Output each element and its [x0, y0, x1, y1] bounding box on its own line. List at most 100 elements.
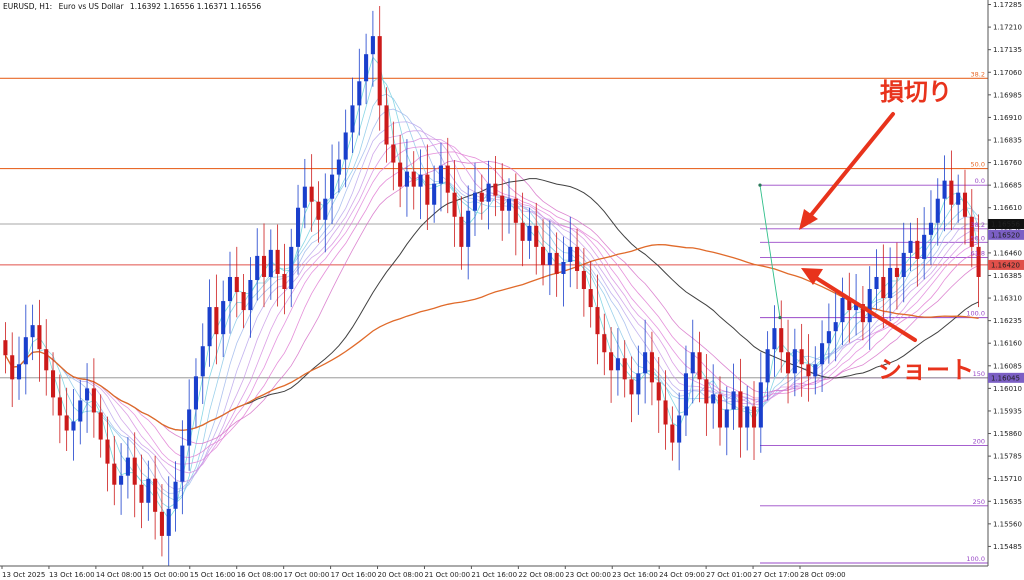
candle-body: [956, 192, 961, 205]
horizontal-levels: [0, 77, 988, 564]
candle-body: [595, 307, 600, 335]
candle-body: [758, 382, 763, 428]
ribbon-ma-line: [5, 151, 979, 458]
short-annotation: ショート: [801, 268, 974, 384]
candle-body: [820, 343, 825, 365]
ribbon-ma-line: [5, 108, 979, 494]
candle-body: [350, 105, 355, 133]
candle-body: [799, 349, 804, 365]
candle-body: [343, 132, 348, 160]
candle-body: [649, 352, 654, 383]
candle-body: [98, 412, 103, 440]
stop-loss-annotation: 損切り: [799, 78, 952, 230]
candle-body: [472, 192, 478, 211]
candle-body: [500, 195, 505, 211]
time-tick-label: 13 Oct 16:00: [49, 571, 95, 579]
price-tick-label: 1.17060: [993, 69, 1022, 77]
candle-body: [588, 289, 593, 308]
candle-body: [23, 337, 28, 365]
candle-body: [282, 273, 287, 290]
candle-body: [398, 162, 403, 187]
candle-body: [568, 246, 573, 262]
candle-body: [690, 352, 695, 374]
candle-body: [663, 400, 668, 425]
price-tick-label: 1.16385: [993, 272, 1022, 280]
stop-loss-arrow-shaft: [805, 112, 895, 222]
candle-body: [786, 352, 791, 374]
price-tick-label: 1.15860: [993, 430, 1022, 438]
candle-body: [330, 174, 335, 199]
candle-body: [840, 298, 845, 323]
price-tick-label: 1.16010: [993, 385, 1022, 393]
candle-body: [323, 198, 328, 220]
price-tag-label: 1.16556: [991, 220, 1020, 228]
candle-body: [581, 270, 586, 290]
candle-body: [915, 240, 920, 259]
ribbon-ma-line: [5, 160, 979, 444]
candle-body: [643, 352, 648, 374]
price-tag-label: 1.16520: [991, 231, 1020, 239]
candle-body: [622, 358, 627, 380]
candle-body: [629, 379, 634, 395]
candle-body: [656, 382, 661, 401]
candle-body: [16, 364, 22, 380]
candle-body: [717, 394, 723, 428]
time-tick-label: 27 Oct 01:00: [706, 571, 752, 579]
fibonacci-tool[interactable]: [758, 183, 782, 320]
short-arrow-shaft: [811, 274, 917, 342]
level-label: 150: [973, 370, 985, 378]
candle-body: [91, 388, 96, 413]
candle-body: [302, 186, 307, 208]
ribbon-ma-line: [5, 93, 979, 502]
candle-body: [867, 289, 872, 323]
candle-body: [296, 207, 301, 247]
ma-slow-line: [4, 243, 979, 431]
time-tick-label: 21 Oct 16:00: [471, 571, 517, 579]
candle-body: [112, 463, 117, 485]
candle-body: [683, 373, 688, 416]
candle-body: [261, 255, 267, 277]
candle-body: [214, 307, 219, 335]
price-tag-label: 1.16045: [991, 374, 1020, 382]
ohlc-readout: 1.16392 1.16556 1.16371 1.16556: [130, 2, 261, 11]
candle-body: [860, 304, 865, 323]
candle-body: [493, 183, 498, 196]
price-tag: [988, 229, 1024, 240]
time-tick-label: 16 Oct 08:00: [237, 571, 283, 579]
time-tick-label: 17 Oct 00:00: [284, 571, 330, 579]
short-arrow-head: [801, 268, 823, 285]
candle-body: [438, 165, 443, 184]
candle-body: [452, 192, 457, 217]
time-tick-label: 22 Oct 08:00: [518, 571, 564, 579]
candle-body: [847, 298, 852, 311]
price-tick-label: 1.16835: [993, 136, 1022, 144]
candle-body: [255, 255, 260, 280]
candle-body: [677, 415, 682, 443]
level-labels: 38.2 50.0 0.0 38.2 50.0 61.8 100.0 150 200 250 100…: [966, 70, 985, 563]
level-label: 38.2: [971, 221, 985, 229]
candle-body: [275, 249, 280, 274]
price-tick-label: 1.16460: [993, 249, 1022, 257]
price-tick-label: 1.16085: [993, 362, 1022, 370]
candle-body: [78, 400, 83, 422]
fib-anchor-start: [758, 183, 762, 187]
candle-body: [636, 373, 641, 395]
candle-body: [57, 397, 62, 416]
candle-body: [724, 409, 729, 428]
candle-body: [731, 391, 736, 410]
candlestick-series: [3, 6, 981, 566]
candle-body: [180, 445, 185, 482]
candle-body: [105, 439, 110, 464]
candle-body: [520, 222, 525, 241]
stop-loss-label: 損切り: [880, 78, 952, 106]
candle-body: [51, 370, 56, 398]
candle-body: [976, 246, 981, 277]
candle-body: [10, 355, 15, 380]
price-tag: [988, 218, 1024, 229]
candle-body: [751, 406, 757, 428]
candle-body: [3, 340, 8, 356]
level-label: 50.0: [971, 234, 985, 242]
price-tick-label: 1.15635: [993, 498, 1022, 506]
price-tick-label: 1.16760: [993, 159, 1022, 167]
